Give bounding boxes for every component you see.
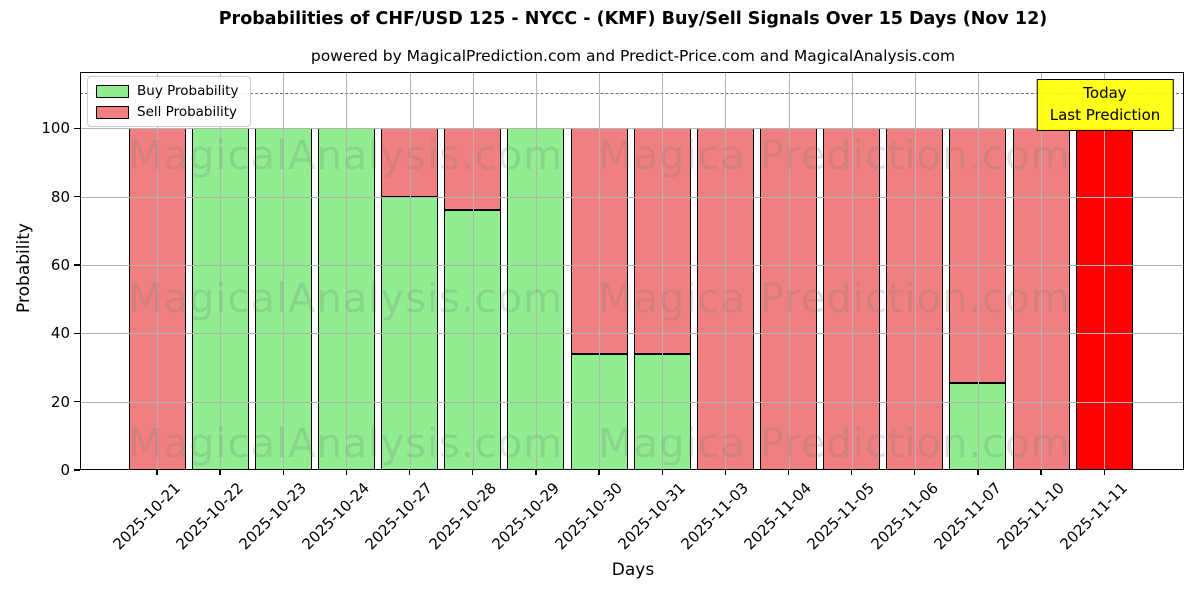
x-tick-mark <box>219 470 221 475</box>
x-tick-label: 2025-11-03 <box>677 479 753 554</box>
v-gridline <box>535 72 537 470</box>
v-gridline <box>472 72 474 470</box>
dashed-threshold-line <box>80 93 1184 95</box>
v-gridline <box>1104 72 1106 470</box>
chart-subtitle: powered by MagicalPrediction.com and Pre… <box>310 47 956 65</box>
x-tick-mark <box>787 470 790 475</box>
v-gridline <box>851 72 853 470</box>
x-tick-label: 2025-10-27 <box>361 479 437 554</box>
h-gridline <box>80 196 1184 198</box>
y-tick-label: 20 <box>50 392 70 411</box>
x-tick-label: 2025-10-24 <box>298 479 374 554</box>
legend-label-buy: Buy Probability <box>137 83 239 99</box>
x-tick-mark <box>598 470 600 475</box>
today-annotation: Today Last Prediction <box>1036 79 1174 131</box>
legend: Buy Probability Sell Probability <box>87 76 252 127</box>
y-tick-mark <box>74 400 80 403</box>
x-tick-mark <box>535 470 537 475</box>
x-tick-label: 2025-10-23 <box>235 479 311 554</box>
x-tick-label: 2025-11-04 <box>740 479 816 554</box>
y-tick-mark <box>74 469 80 471</box>
today-annotation-line2: Last Prediction <box>1049 105 1161 124</box>
x-tick-label: 2025-10-29 <box>488 479 563 554</box>
buy-color-swatch <box>96 84 129 98</box>
x-tick-mark <box>724 470 727 475</box>
v-gridline <box>1041 72 1043 470</box>
y-tick-mark <box>74 127 80 130</box>
x-tick-label: 2025-10-30 <box>551 479 626 554</box>
v-gridline <box>788 72 790 470</box>
legend-item-sell: Sell Probability <box>96 104 238 120</box>
x-tick-mark <box>850 470 853 475</box>
legend-label-sell: Sell Probability <box>137 104 238 120</box>
v-gridline <box>283 72 285 470</box>
v-gridline <box>977 72 979 470</box>
y-tick-label: 0 <box>60 461 70 479</box>
x-tick-label: 2025-11-07 <box>930 479 1005 554</box>
v-gridline <box>662 72 664 470</box>
x-tick-mark <box>408 470 411 475</box>
x-tick-label: 2025-11-05 <box>804 479 879 554</box>
x-tick-mark <box>156 470 158 475</box>
legend-item-buy: Buy Probability <box>96 83 238 99</box>
y-tick-label: 60 <box>50 256 70 275</box>
x-tick-mark <box>914 470 916 475</box>
x-tick-label: 2025-11-11 <box>1056 479 1131 554</box>
y-tick-mark <box>74 264 80 266</box>
v-gridline <box>914 72 916 470</box>
sell-color-swatch <box>96 105 129 119</box>
chart-title: Probabilities of CHF/USD 125 - NYCC - (K… <box>218 9 1048 29</box>
v-gridline <box>599 72 601 470</box>
h-gridline <box>80 401 1184 403</box>
h-gridline <box>80 265 1184 267</box>
v-gridline <box>157 72 158 470</box>
x-axis-label: Days <box>611 560 655 580</box>
y-tick-mark <box>74 332 80 335</box>
x-tick-mark <box>345 470 348 475</box>
y-tick-label: 40 <box>50 324 70 343</box>
x-tick-mark <box>1103 470 1105 475</box>
h-gridline <box>80 333 1184 335</box>
x-tick-label: 2025-11-10 <box>993 479 1068 554</box>
x-tick-label: 2025-10-21 <box>109 479 184 554</box>
y-tick-label: 100 <box>41 119 70 138</box>
x-tick-mark <box>1040 470 1042 475</box>
h-gridline <box>80 128 1184 130</box>
x-tick-label: 2025-10-31 <box>614 479 689 554</box>
y-tick-mark <box>74 195 80 198</box>
v-gridline <box>220 72 222 470</box>
x-tick-label: 2025-11-06 <box>867 479 942 554</box>
x-tick-label: 2025-10-22 <box>172 479 247 554</box>
x-tick-mark <box>282 470 284 475</box>
x-tick-label: 2025-10-28 <box>425 479 500 554</box>
x-tick-mark <box>472 470 474 475</box>
today-annotation-line1: Today <box>1083 84 1127 102</box>
v-gridline <box>725 72 727 470</box>
v-gridline <box>409 72 411 470</box>
x-tick-mark <box>977 470 979 475</box>
x-tick-mark <box>661 470 663 475</box>
y-tick-label: 80 <box>50 187 70 206</box>
v-gridline <box>346 72 348 470</box>
